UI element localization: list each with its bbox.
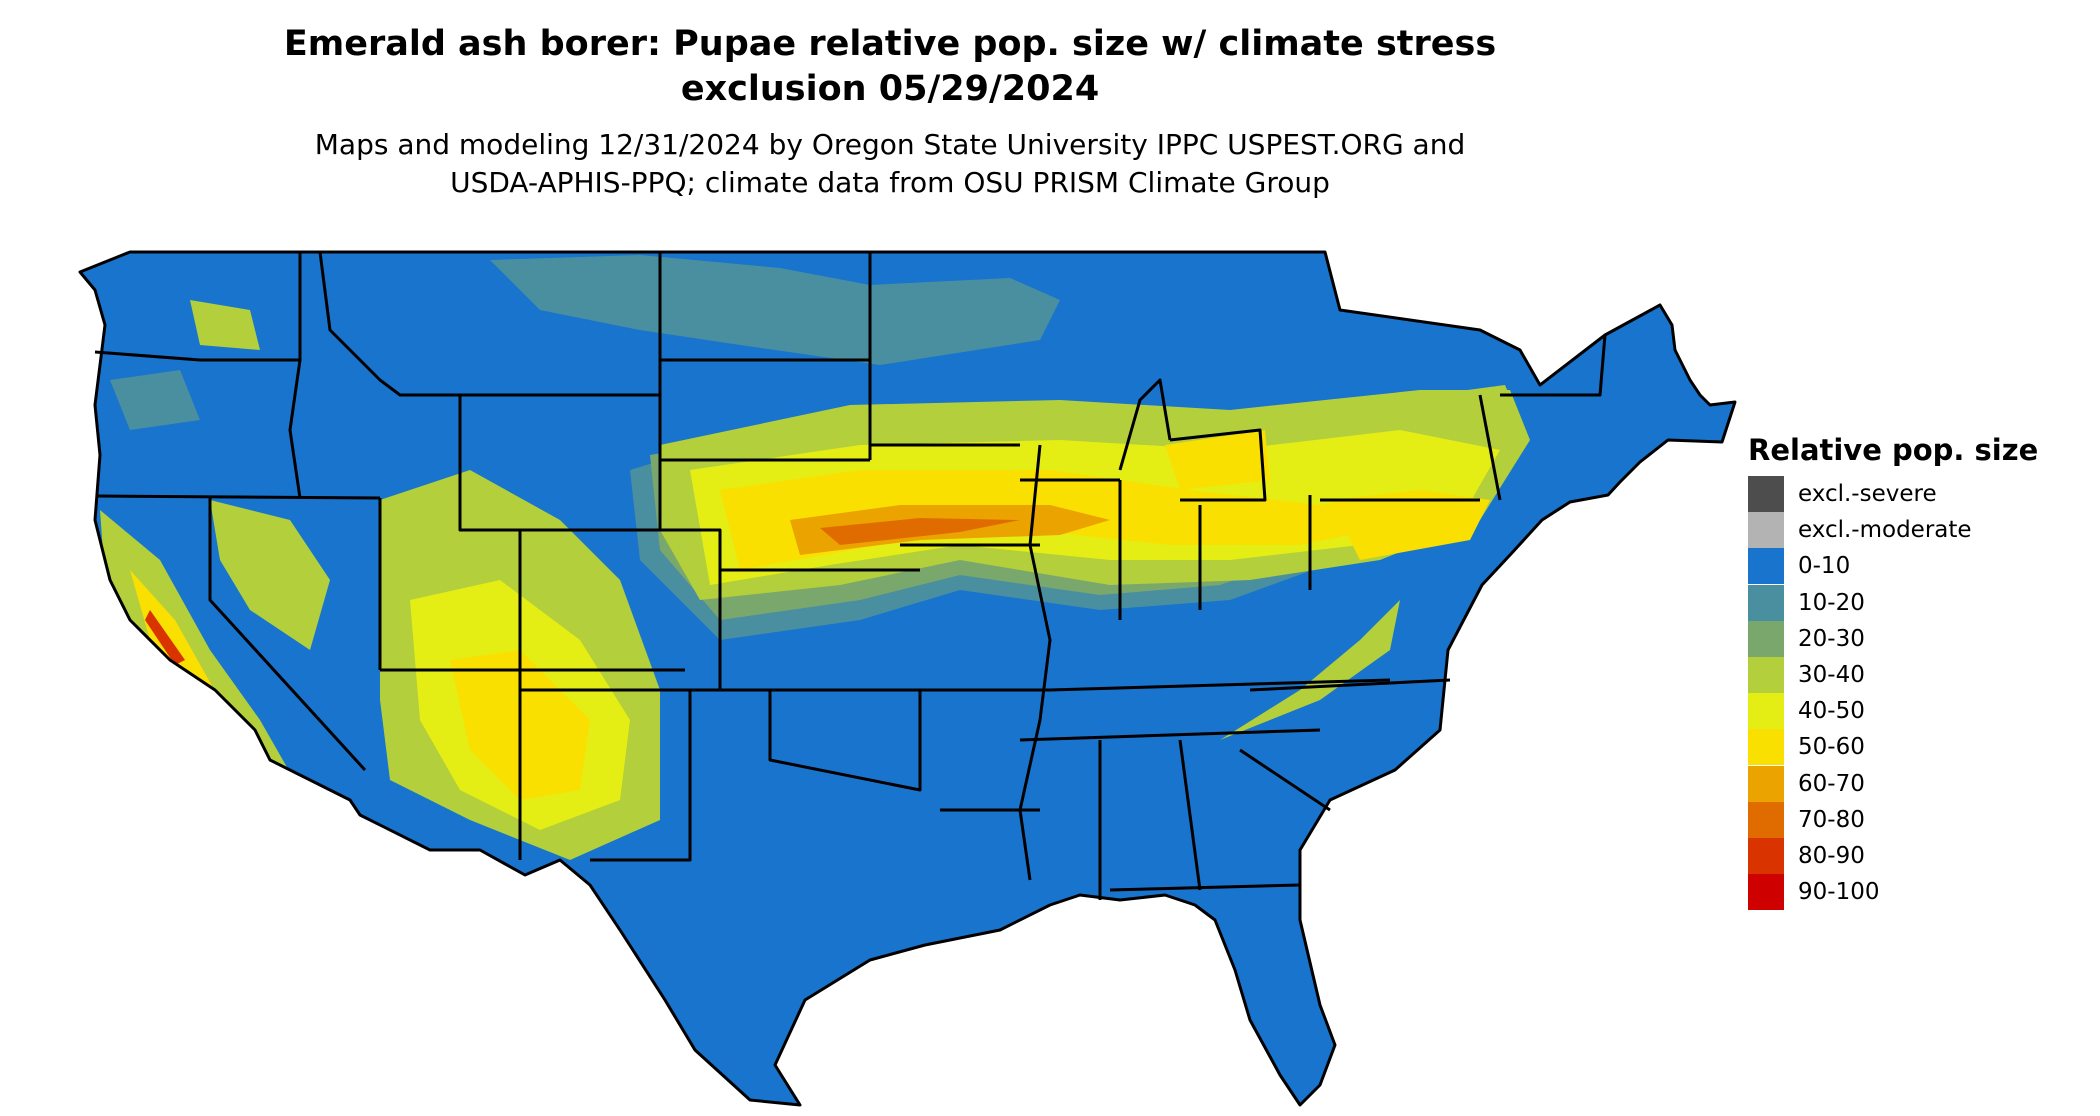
legend-label: 90-100 <box>1798 879 1880 906</box>
boundary-id-west <box>288 252 302 499</box>
boundary-mississippi <box>1018 444 1052 881</box>
legend-items: excl.-severe excl.-moderate 0-10 10-20 20-30… <box>1748 476 2038 911</box>
legend-label: 40-50 <box>1798 698 1865 725</box>
legend-item: 40-50 <box>1748 693 2038 730</box>
legend: Relative pop. size excl.-severe excl.-mod… <box>1748 432 2039 911</box>
legend-swatch <box>1748 512 1784 549</box>
boundary-al-ga <box>1178 739 1202 891</box>
boundary-tn-south <box>1019 728 1321 742</box>
legend-swatch <box>1748 657 1784 694</box>
legend-label: 10-20 <box>1798 589 1865 616</box>
subtitle-line-2: USDA-APHIS-PPQ; climate data from OSU PR… <box>450 166 1330 199</box>
legend-swatch <box>1748 584 1784 621</box>
zone-northwest-10-20 <box>110 370 200 430</box>
legend-swatch <box>1748 620 1784 657</box>
boundary-or-ca-nv <box>97 494 381 500</box>
legend-item: 10-20 <box>1748 584 2038 621</box>
boundary-nc-va <box>1249 678 1451 692</box>
legend-label: excl.-moderate <box>1798 517 1972 544</box>
legend-swatch <box>1748 801 1784 838</box>
legend-swatch <box>1748 693 1784 730</box>
boundary-nm-tx <box>590 690 692 862</box>
subtitle-line-1: Maps and modeling 12/31/2024 by Oregon S… <box>314 128 1466 161</box>
legend-label: 30-40 <box>1798 662 1865 689</box>
legend-item: 80-90 <box>1748 837 2038 874</box>
legend-item: excl.-moderate <box>1748 512 2038 549</box>
boundary-mi-lower <box>1169 428 1267 502</box>
legend-label: 50-60 <box>1798 734 1865 761</box>
boundary-id-mt <box>318 251 460 397</box>
boundary-ga-sc <box>1239 748 1331 812</box>
legend-swatch <box>1748 874 1784 911</box>
zone-great-basin-30-40 <box>210 500 330 650</box>
legend-item: 0-10 <box>1748 548 2038 585</box>
boundary-new-england <box>1500 334 1607 397</box>
legend-item: 70-80 <box>1748 801 2038 838</box>
boundary-lake-michigan <box>1118 378 1172 471</box>
legend-item: 60-70 <box>1748 765 2038 802</box>
legend-label: 20-30 <box>1798 625 1865 652</box>
zone-50-60-michigan <box>1165 430 1270 490</box>
legend-swatch <box>1748 476 1784 513</box>
legend-label: 60-70 <box>1798 770 1865 797</box>
legend-item: excl.-severe <box>1748 476 2038 513</box>
legend-item: 20-30 <box>1748 620 2038 657</box>
boundary-ok-tx <box>768 690 922 792</box>
legend-swatch <box>1748 729 1784 766</box>
zone-70-80 <box>820 518 1020 545</box>
boundary-co <box>520 528 722 692</box>
boundary-ga-fl <box>1109 883 1301 892</box>
legend-label: 70-80 <box>1798 806 1865 833</box>
legend-swatch <box>1748 548 1784 585</box>
legend-label: 80-90 <box>1798 842 1865 869</box>
boundary-ky-tn <box>1049 678 1391 692</box>
zone-california-80-90 <box>145 610 185 665</box>
map-subtitle: Maps and modeling 12/31/2024 by Oregon S… <box>160 126 1620 202</box>
legend-label: 0-10 <box>1798 553 1851 580</box>
legend-swatch <box>1748 837 1784 874</box>
title-line-2: exclusion 05/29/2024 <box>680 69 1100 109</box>
legend-swatch <box>1748 765 1784 802</box>
title-line-1: Emerald ash borer: Pupae relative pop. s… <box>283 24 1497 64</box>
boundary-ny-east <box>1478 394 1502 501</box>
legend-item: 90-100 <box>1748 874 2038 911</box>
boundary-ca-nv <box>208 498 367 772</box>
legend-item: 30-40 <box>1748 657 2038 694</box>
zone-10-20-north <box>490 255 1060 365</box>
state-boundaries <box>78 250 1737 1107</box>
boundary-wa-or <box>94 350 300 362</box>
zone-oregon-30-40 <box>190 300 260 350</box>
us-outline <box>78 250 1737 1107</box>
legend-label: excl.-severe <box>1798 481 1937 508</box>
legend-item: 50-60 <box>1748 729 2038 766</box>
zone-california-50-60 <box>130 570 220 705</box>
map-title: Emerald ash borer: Pupae relative pop. s… <box>160 22 1620 112</box>
zone-50-60-pennsylvania <box>1330 490 1490 560</box>
legend-title: Relative pop. size <box>1748 433 2039 467</box>
